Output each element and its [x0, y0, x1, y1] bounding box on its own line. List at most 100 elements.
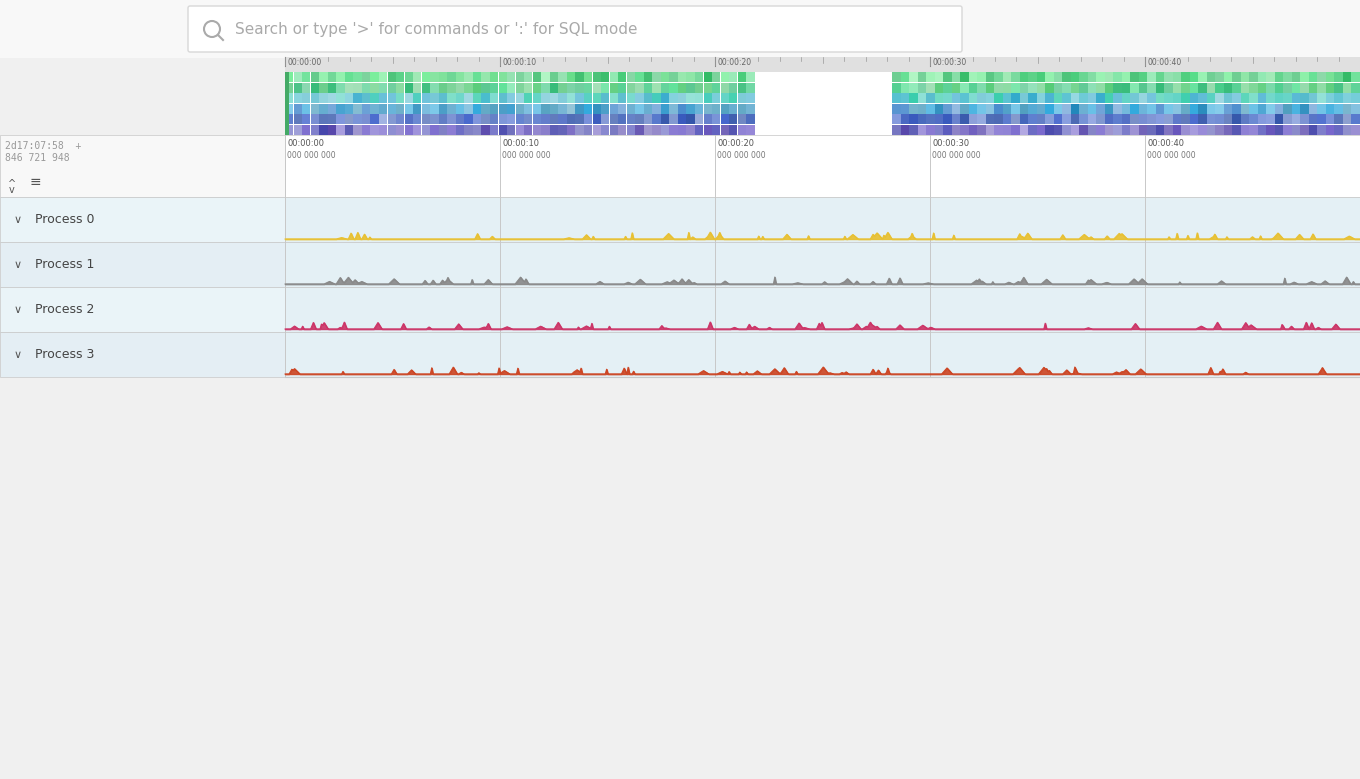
Bar — [900, 104, 908, 114]
Bar — [481, 104, 490, 114]
Bar — [1334, 125, 1342, 135]
Bar — [1172, 104, 1182, 114]
Bar — [986, 83, 994, 93]
Bar — [653, 72, 661, 83]
Bar — [1080, 104, 1088, 114]
Bar — [926, 93, 934, 103]
Bar — [1308, 125, 1318, 135]
Bar — [575, 72, 583, 83]
Bar — [1284, 93, 1292, 103]
Bar — [1308, 114, 1318, 124]
Bar — [481, 93, 490, 103]
Bar — [1224, 125, 1232, 135]
Bar — [986, 93, 994, 103]
Bar — [310, 114, 320, 124]
Bar — [320, 125, 328, 135]
Bar — [1046, 125, 1054, 135]
Bar — [1164, 72, 1172, 83]
Bar — [507, 72, 515, 83]
Bar — [559, 72, 567, 83]
Bar — [1300, 125, 1308, 135]
Bar — [515, 104, 524, 114]
Text: 000 000 000: 000 000 000 — [502, 151, 551, 160]
Bar — [379, 114, 388, 124]
Bar — [328, 83, 336, 93]
Bar — [892, 114, 900, 124]
Bar — [388, 104, 396, 114]
Bar — [336, 104, 344, 114]
Bar — [721, 104, 729, 114]
Bar — [1250, 83, 1258, 93]
Bar — [1326, 72, 1334, 83]
Bar — [1342, 83, 1352, 93]
Bar — [515, 83, 524, 93]
Bar — [583, 72, 592, 83]
Bar — [677, 125, 687, 135]
Bar — [695, 93, 703, 103]
Bar — [1300, 83, 1308, 93]
Text: ^: ^ — [8, 179, 16, 189]
Bar — [286, 197, 1360, 242]
Bar — [661, 125, 669, 135]
Bar — [524, 114, 533, 124]
Bar — [952, 93, 960, 103]
Bar — [1326, 104, 1334, 114]
Bar — [405, 83, 413, 93]
Bar — [422, 125, 430, 135]
Bar — [1182, 93, 1190, 103]
Bar — [593, 72, 601, 83]
Bar — [1300, 93, 1308, 103]
Bar — [669, 83, 677, 93]
Bar — [978, 104, 986, 114]
Bar — [1020, 114, 1028, 124]
Bar — [1182, 72, 1190, 83]
Bar — [320, 83, 328, 93]
Bar — [721, 114, 729, 124]
Bar — [345, 104, 354, 114]
Bar — [1046, 72, 1054, 83]
Bar — [1266, 104, 1274, 114]
Bar — [1020, 104, 1028, 114]
Bar — [986, 104, 994, 114]
Bar — [524, 93, 533, 103]
Bar — [968, 114, 978, 124]
Bar — [1274, 104, 1284, 114]
Bar — [900, 125, 908, 135]
Bar — [533, 83, 541, 93]
Bar — [1216, 72, 1224, 83]
Bar — [286, 114, 294, 124]
Bar — [345, 114, 354, 124]
Bar — [286, 104, 294, 114]
Bar — [1062, 83, 1070, 93]
Bar — [926, 114, 934, 124]
Bar — [1156, 83, 1164, 93]
Bar — [447, 93, 456, 103]
Bar — [1070, 83, 1080, 93]
Bar — [892, 83, 900, 93]
Bar — [687, 125, 695, 135]
Bar — [934, 93, 942, 103]
Bar — [1318, 93, 1326, 103]
Bar — [1240, 114, 1250, 124]
Bar — [619, 72, 627, 83]
Bar — [413, 72, 422, 83]
Bar — [1122, 83, 1130, 93]
Bar — [490, 83, 498, 93]
Bar — [910, 125, 918, 135]
Bar — [379, 83, 388, 93]
Bar — [310, 93, 320, 103]
Bar — [1342, 72, 1352, 83]
Bar — [1258, 104, 1266, 114]
Bar — [994, 72, 1002, 83]
Bar — [541, 125, 549, 135]
Bar — [310, 83, 320, 93]
Bar — [944, 104, 952, 114]
Bar — [619, 114, 627, 124]
Text: 2d17:07:58  +: 2d17:07:58 + — [5, 141, 82, 151]
Bar — [1148, 104, 1156, 114]
Bar — [910, 93, 918, 103]
Bar — [1156, 93, 1164, 103]
Bar — [994, 83, 1002, 93]
Bar — [464, 114, 473, 124]
Bar — [593, 83, 601, 93]
